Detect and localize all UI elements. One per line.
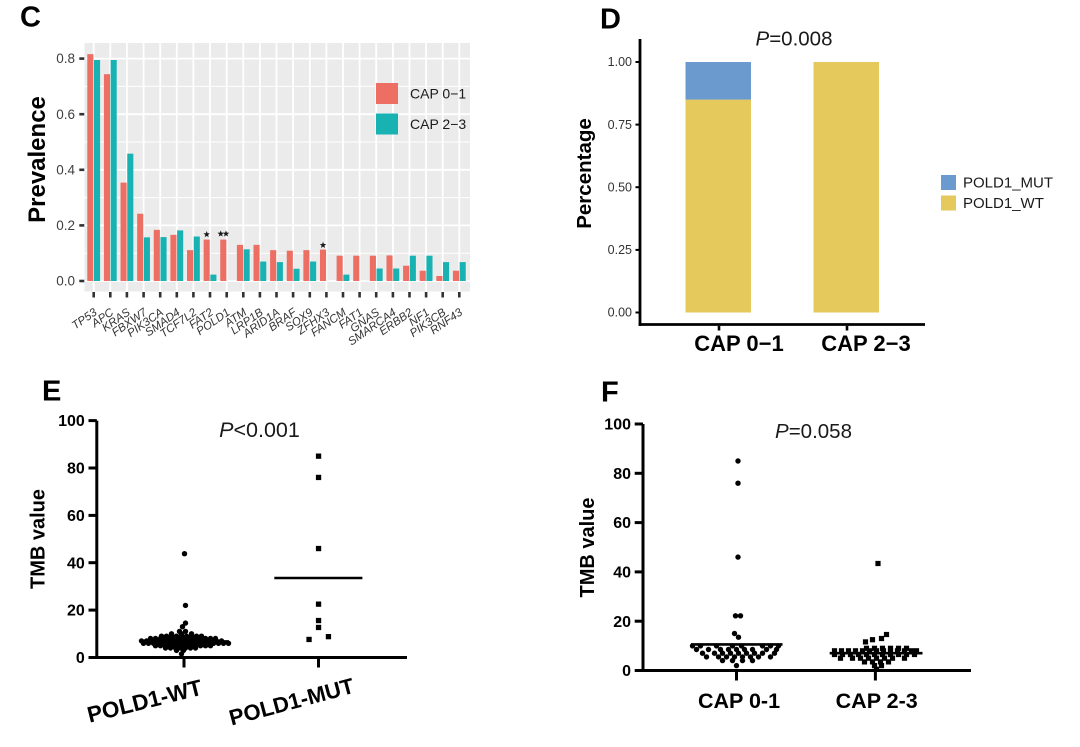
svg-text:TMB value: TMB value: [28, 489, 50, 589]
svg-text:0.8: 0.8: [56, 51, 75, 66]
svg-text:CAP 2−3: CAP 2−3: [410, 116, 466, 132]
svg-text:0: 0: [76, 650, 85, 667]
svg-text:60: 60: [613, 515, 631, 532]
svg-text:0.00: 0.00: [608, 306, 632, 320]
svg-text:0: 0: [622, 663, 631, 680]
svg-text:0.75: 0.75: [608, 118, 632, 132]
svg-text:100: 100: [58, 413, 85, 430]
svg-text:80: 80: [613, 466, 631, 483]
svg-text:1.00: 1.00: [608, 55, 632, 69]
svg-text:60: 60: [67, 508, 85, 525]
svg-text:0.6: 0.6: [56, 107, 75, 122]
svg-text:C: C: [20, 2, 41, 34]
svg-text:P=0.008: P=0.008: [756, 28, 833, 51]
svg-text:D: D: [600, 4, 621, 36]
svg-text:0.4: 0.4: [56, 162, 75, 177]
svg-text:0.0: 0.0: [56, 274, 75, 289]
svg-text:CAP 0-1: CAP 0-1: [698, 689, 780, 713]
svg-text:100: 100: [604, 417, 631, 434]
svg-text:E: E: [42, 376, 61, 408]
svg-text:0.2: 0.2: [56, 218, 75, 233]
svg-text:CAP 2-3: CAP 2-3: [836, 689, 918, 713]
svg-text:40: 40: [67, 555, 85, 572]
svg-text:CAP 0−1: CAP 0−1: [694, 331, 783, 356]
svg-text:POLD1_WT: POLD1_WT: [963, 195, 1044, 212]
svg-text:POLD1-MUT: POLD1-MUT: [226, 673, 357, 731]
svg-text:80: 80: [67, 461, 85, 478]
svg-text:Percentage: Percentage: [573, 118, 596, 229]
svg-text:0.25: 0.25: [608, 243, 632, 257]
svg-text:0.50: 0.50: [608, 180, 632, 194]
svg-text:CAP 0−1: CAP 0−1: [410, 86, 466, 102]
svg-text:P<0.001: P<0.001: [219, 418, 300, 442]
svg-text:F: F: [601, 377, 619, 409]
svg-text:POLD1-WT: POLD1-WT: [85, 675, 205, 728]
svg-text:P=0.058: P=0.058: [775, 420, 852, 443]
svg-text:CAP 2−3: CAP 2−3: [821, 331, 910, 356]
svg-text:POLD1_MUT: POLD1_MUT: [963, 175, 1053, 192]
svg-text:40: 40: [613, 565, 631, 582]
svg-text:Prevalence: Prevalence: [24, 96, 51, 223]
svg-text:20: 20: [613, 614, 631, 631]
svg-text:TMB value: TMB value: [577, 497, 599, 597]
svg-text:20: 20: [67, 603, 85, 620]
